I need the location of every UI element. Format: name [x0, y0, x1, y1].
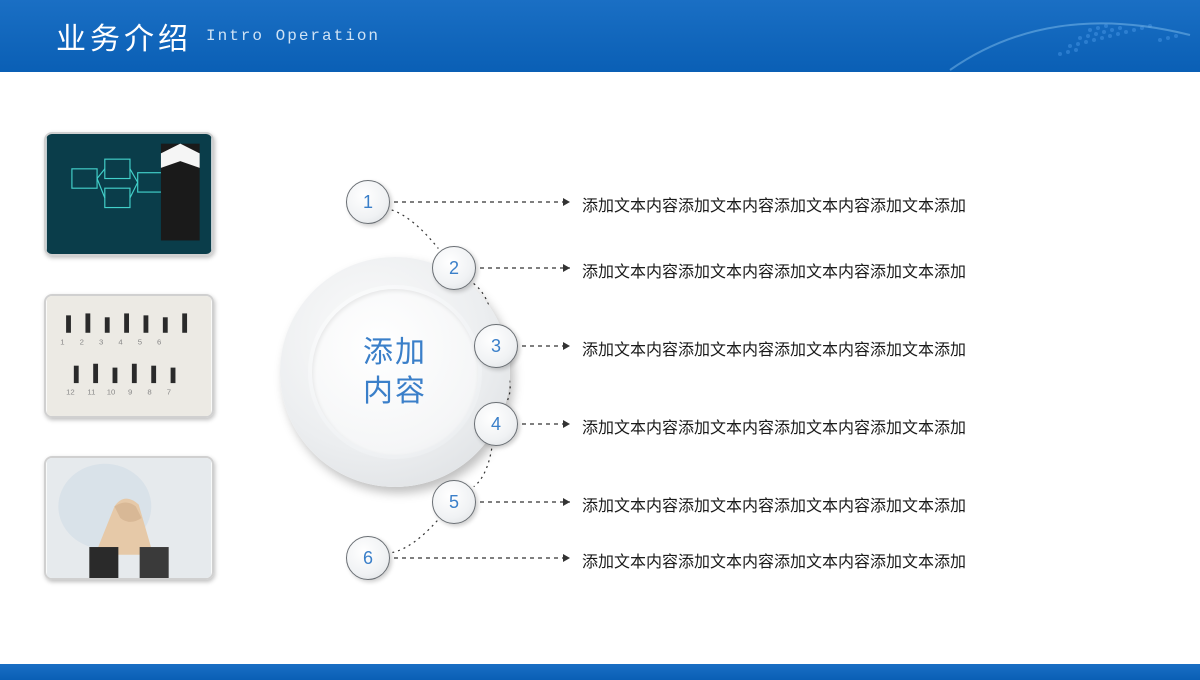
center-label-line2: 内容	[363, 375, 427, 408]
svg-text:10: 10	[107, 388, 116, 397]
content-area: 123 456 121110 987 添加 内容 1添加文本内容添加文本内容添加…	[0, 72, 1200, 664]
thumb-handshake	[44, 456, 214, 580]
svg-text:9: 9	[128, 388, 132, 397]
center-label-line1: 添加	[363, 336, 427, 369]
thumbnail-column: 123 456 121110 987	[44, 132, 214, 618]
row-text-6: 添加文本内容添加文本内容添加文本内容添加文本添加	[582, 548, 966, 572]
page-title-en: Intro Operation	[206, 27, 380, 45]
svg-text:11: 11	[87, 388, 95, 397]
node-3: 3	[474, 324, 518, 368]
footer-bar	[0, 664, 1200, 680]
node-2: 2	[432, 246, 476, 290]
center-circle-label: 添加 内容	[363, 333, 427, 411]
node-4: 4	[474, 402, 518, 446]
svg-text:1: 1	[60, 337, 64, 346]
thumb-people: 123 456 121110 987	[44, 294, 214, 418]
node-6: 6	[346, 536, 390, 580]
page-title-cn: 业务介绍	[56, 14, 192, 58]
center-circle: 添加 内容	[280, 257, 510, 487]
row-text-3: 添加文本内容添加文本内容添加文本内容添加文本添加	[582, 336, 966, 360]
svg-text:4: 4	[118, 337, 123, 346]
header-bar: 业务介绍 Intro Operation	[0, 0, 1200, 72]
svg-text:2: 2	[80, 337, 84, 346]
svg-text:12: 12	[66, 388, 75, 397]
svg-text:8: 8	[147, 388, 151, 397]
svg-text:3: 3	[99, 337, 103, 346]
svg-text:5: 5	[138, 337, 142, 346]
row-text-2: 添加文本内容添加文本内容添加文本内容添加文本添加	[582, 258, 966, 282]
row-text-1: 添加文本内容添加文本内容添加文本内容添加文本添加	[582, 192, 966, 216]
svg-text:6: 6	[157, 337, 161, 346]
row-text-5: 添加文本内容添加文本内容添加文本内容添加文本添加	[582, 492, 966, 516]
svg-text:7: 7	[167, 388, 171, 397]
row-text-4: 添加文本内容添加文本内容添加文本内容添加文本添加	[582, 414, 966, 438]
node-1: 1	[346, 180, 390, 224]
thumb-tech	[44, 132, 214, 256]
globe-decoration	[920, 0, 1200, 80]
node-5: 5	[432, 480, 476, 524]
